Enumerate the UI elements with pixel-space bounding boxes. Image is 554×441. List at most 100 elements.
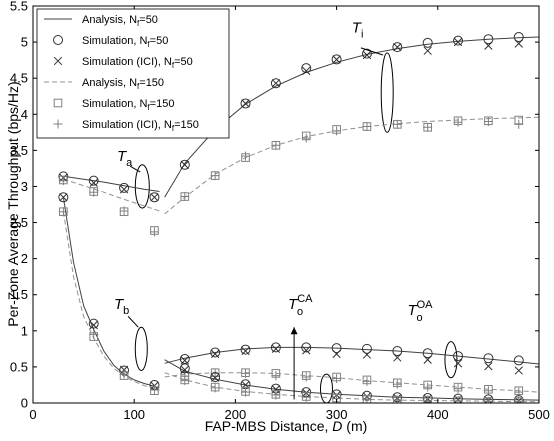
legend-box — [36, 8, 230, 139]
data-point-cross — [484, 362, 493, 371]
data-point-circle — [513, 355, 524, 366]
data-point-cross — [271, 385, 281, 394]
data-point-circle — [483, 34, 494, 45]
series-simulation-nf-50-ti — [179, 32, 524, 170]
legend-item: Analysis, Nf=50 — [44, 14, 158, 28]
data-point-cross — [241, 346, 250, 356]
data-point-circle — [88, 318, 99, 329]
data-point-circle — [483, 394, 494, 403]
group-ellipse — [134, 326, 148, 372]
series-analysis-nf-150-toca — [164, 372, 539, 403]
series-line — [164, 372, 539, 403]
data-point-plus — [423, 396, 433, 403]
data-point-plus — [119, 369, 129, 379]
data-point-circle — [301, 342, 312, 353]
data-point-circle — [361, 48, 372, 59]
legend-item: Simulation, Nf=50 — [53, 35, 168, 49]
y-tick-label: 2.5 — [10, 215, 28, 230]
data-point-cross — [362, 50, 372, 60]
legend-item: Simulation (ICI), Nf=50 — [53, 56, 193, 70]
series-analysis-nf-150-ta — [63, 178, 160, 212]
series-line — [62, 197, 160, 389]
data-point-circle — [513, 32, 524, 43]
data-point-circle — [210, 372, 221, 383]
series-simulation-ici-nf-150-toca — [180, 376, 524, 403]
annotation-arrow-head — [290, 327, 298, 335]
data-point-plus — [453, 384, 463, 394]
y-tick-label: 4 — [21, 107, 28, 122]
series-analysis-nf-150-tooa — [164, 372, 539, 393]
data-point-plus — [392, 119, 402, 129]
data-point-cross — [271, 79, 281, 88]
data-point-cross — [150, 193, 159, 202]
x-tick-label: 0 — [29, 407, 36, 422]
data-point-plus — [58, 207, 68, 217]
data-point-cross — [302, 66, 311, 76]
data-point-plus — [301, 133, 311, 143]
axis-ticks: 0 100 200 300 400 500 0 0.5 1 1.5 2 2.5 3 3.5 4 4.5 5 5.5 — [10, 0, 550, 422]
x-tick-label: 400 — [427, 407, 449, 422]
data-point-cross — [393, 353, 402, 362]
data-point-cross — [453, 37, 463, 47]
legend-label: Simulation (ICI), Nf=150 — [82, 119, 199, 133]
data-point-cross — [514, 366, 523, 375]
data-point-circle — [361, 343, 372, 354]
legend-label: Simulation (ICI), Nf=50 — [82, 56, 193, 70]
annotation-label: TOA o — [407, 299, 433, 324]
data-point-cross — [393, 42, 402, 52]
data-point-plus — [332, 126, 342, 136]
annotation-connector — [129, 165, 141, 173]
group-ellipses — [134, 52, 458, 404]
series-analysis-nf-50-toca — [164, 359, 539, 401]
legend-swatch-cross — [53, 56, 63, 66]
data-point-cross — [362, 350, 372, 359]
y-tick-label: 5.5 — [10, 0, 28, 14]
data-point-plus — [180, 192, 190, 202]
data-point-circle — [179, 363, 190, 374]
series-line — [164, 372, 539, 393]
data-point-cross — [453, 359, 463, 368]
legend-swatch-circle — [53, 35, 63, 45]
data-point-circle — [422, 37, 433, 48]
data-point-circle — [240, 344, 251, 355]
data-point-circle — [58, 192, 69, 203]
data-point-cross — [89, 178, 98, 187]
legend-label: Analysis, Nf=50 — [82, 14, 158, 28]
data-point-plus — [271, 390, 281, 400]
data-point-plus — [149, 385, 159, 395]
series-line — [164, 346, 539, 365]
data-point-plus — [241, 151, 251, 161]
y-tick-label: 4.5 — [10, 71, 28, 86]
data-point-plus — [210, 383, 220, 393]
legend-item: Simulation (ICI), Nf=150 — [53, 119, 199, 133]
data-point-cross — [241, 99, 250, 108]
series-simulation-ici-nf-150-ti — [180, 116, 524, 202]
legend: Analysis, Nf=50 Simulation, Nf=50 Simulati… — [36, 8, 230, 139]
data-point-circle — [422, 348, 433, 359]
series-line — [63, 178, 160, 212]
data-point-square — [423, 395, 432, 403]
data-point-circle — [331, 54, 342, 65]
data-point-plus — [483, 397, 493, 403]
data-point-cross — [180, 160, 189, 169]
data-point-plus — [241, 387, 251, 397]
y-axis-label: Per-Zone Average Throughput (bps/Hz) — [5, 81, 21, 326]
data-point-circle — [392, 42, 403, 53]
y-tick-label: 0.5 — [10, 359, 28, 374]
data-point-cross — [119, 185, 129, 194]
data-point-cross — [211, 373, 220, 382]
data-point-plus — [362, 122, 372, 132]
series-line — [63, 175, 160, 192]
data-point-plus — [271, 140, 281, 150]
data-point-circle — [331, 343, 342, 354]
data-point-plus — [453, 396, 463, 403]
data-point-circle — [453, 393, 464, 403]
series-analysis-nf-50-tb — [62, 197, 160, 389]
legend-swatch-plus — [53, 119, 63, 129]
data-point-circle — [210, 347, 221, 358]
data-point-circle — [301, 63, 312, 74]
series-analysis-nf-150-ti — [164, 116, 539, 215]
y-tick-label: 3 — [21, 179, 28, 194]
data-point-cross — [423, 46, 432, 55]
annotation-label: Ta — [117, 148, 133, 169]
